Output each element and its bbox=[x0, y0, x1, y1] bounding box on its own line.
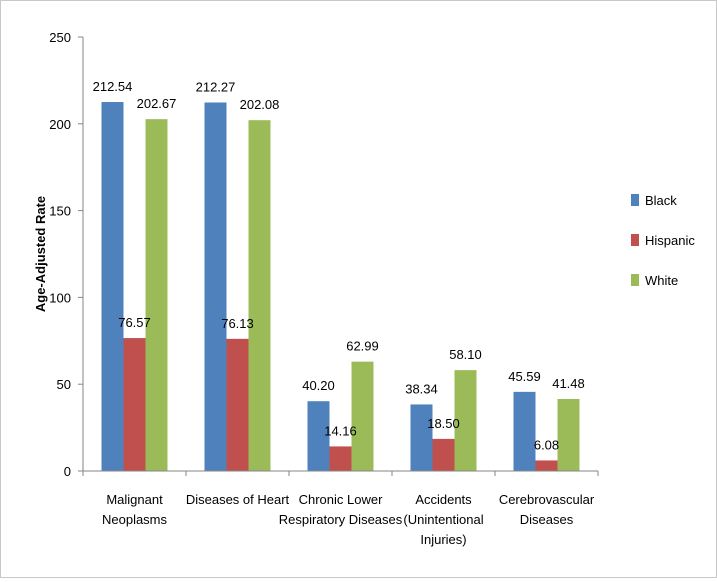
x-category-label: Diseases of Heart bbox=[186, 492, 290, 507]
bars bbox=[101, 102, 580, 472]
bar-black bbox=[410, 404, 433, 471]
legend: Black Hispanic White bbox=[631, 193, 695, 288]
data-labels: 212.54 76.57 202.67 212.27 76.13 202.08 40.20 1… bbox=[93, 79, 585, 452]
bar-hispanic bbox=[432, 438, 455, 471]
bar-white bbox=[248, 120, 271, 471]
x-category-label: Respiratory Diseases bbox=[279, 512, 403, 527]
data-label: 76.57 bbox=[118, 315, 151, 330]
bar-hispanic bbox=[123, 338, 146, 471]
data-label: 212.54 bbox=[93, 79, 133, 94]
bar-white bbox=[145, 119, 168, 471]
y-axis-title: Age-Adjusted Rate bbox=[33, 196, 48, 312]
x-category-label: Malignant bbox=[106, 492, 163, 507]
legend-label-hispanic: Hispanic bbox=[645, 233, 695, 248]
data-label: 202.67 bbox=[137, 96, 177, 111]
x-category-label: Accidents bbox=[415, 492, 472, 507]
data-label: 202.08 bbox=[240, 97, 280, 112]
bar-black bbox=[307, 401, 330, 471]
data-label: 58.10 bbox=[449, 347, 482, 362]
x-category-label: Cerebrovascular bbox=[499, 492, 595, 507]
bar-black bbox=[204, 102, 227, 472]
legend-label-black: Black bbox=[645, 193, 677, 208]
y-tick-label: 0 bbox=[64, 464, 71, 479]
data-label: 18.50 bbox=[427, 416, 460, 431]
x-category-label: Injuries) bbox=[420, 532, 466, 547]
y-tick-label: 250 bbox=[49, 30, 71, 45]
bar-black bbox=[513, 391, 536, 471]
x-category-label: (Unintentional bbox=[403, 512, 483, 527]
data-label: 45.59 bbox=[508, 369, 541, 384]
data-label: 38.34 bbox=[405, 381, 438, 396]
y-tick-label: 50 bbox=[57, 377, 71, 392]
legend-swatch-white bbox=[631, 274, 639, 286]
data-label: 41.48 bbox=[552, 376, 585, 391]
bar-black bbox=[101, 102, 124, 471]
bar-white bbox=[454, 370, 477, 471]
data-label: 6.08 bbox=[534, 437, 559, 452]
legend-swatch-hispanic bbox=[631, 234, 639, 246]
legend-swatch-black bbox=[631, 194, 639, 206]
x-axis: Malignant Neoplasms Diseases of Heart Chron… bbox=[82, 470, 599, 547]
legend-label-white: White bbox=[645, 273, 678, 288]
x-category-label: Diseases bbox=[520, 512, 574, 527]
y-tick-label: 150 bbox=[49, 204, 71, 219]
data-label: 62.99 bbox=[346, 339, 379, 354]
bar-hispanic bbox=[226, 338, 249, 471]
y-tick-label: 100 bbox=[49, 290, 71, 305]
data-label: 212.27 bbox=[196, 79, 236, 94]
y-tick-label: 200 bbox=[49, 117, 71, 132]
x-category-label: Chronic Lower bbox=[299, 492, 383, 507]
data-label: 14.16 bbox=[324, 423, 357, 438]
bar-white bbox=[351, 361, 374, 471]
bar-white bbox=[557, 398, 580, 471]
data-label: 76.13 bbox=[221, 316, 254, 331]
x-category-label: Neoplasms bbox=[102, 512, 168, 527]
y-axis: 0 50 100 150 200 250 bbox=[49, 30, 84, 479]
bar-hispanic bbox=[329, 446, 352, 471]
data-label: 40.20 bbox=[302, 378, 335, 393]
bar-hispanic bbox=[535, 460, 558, 471]
